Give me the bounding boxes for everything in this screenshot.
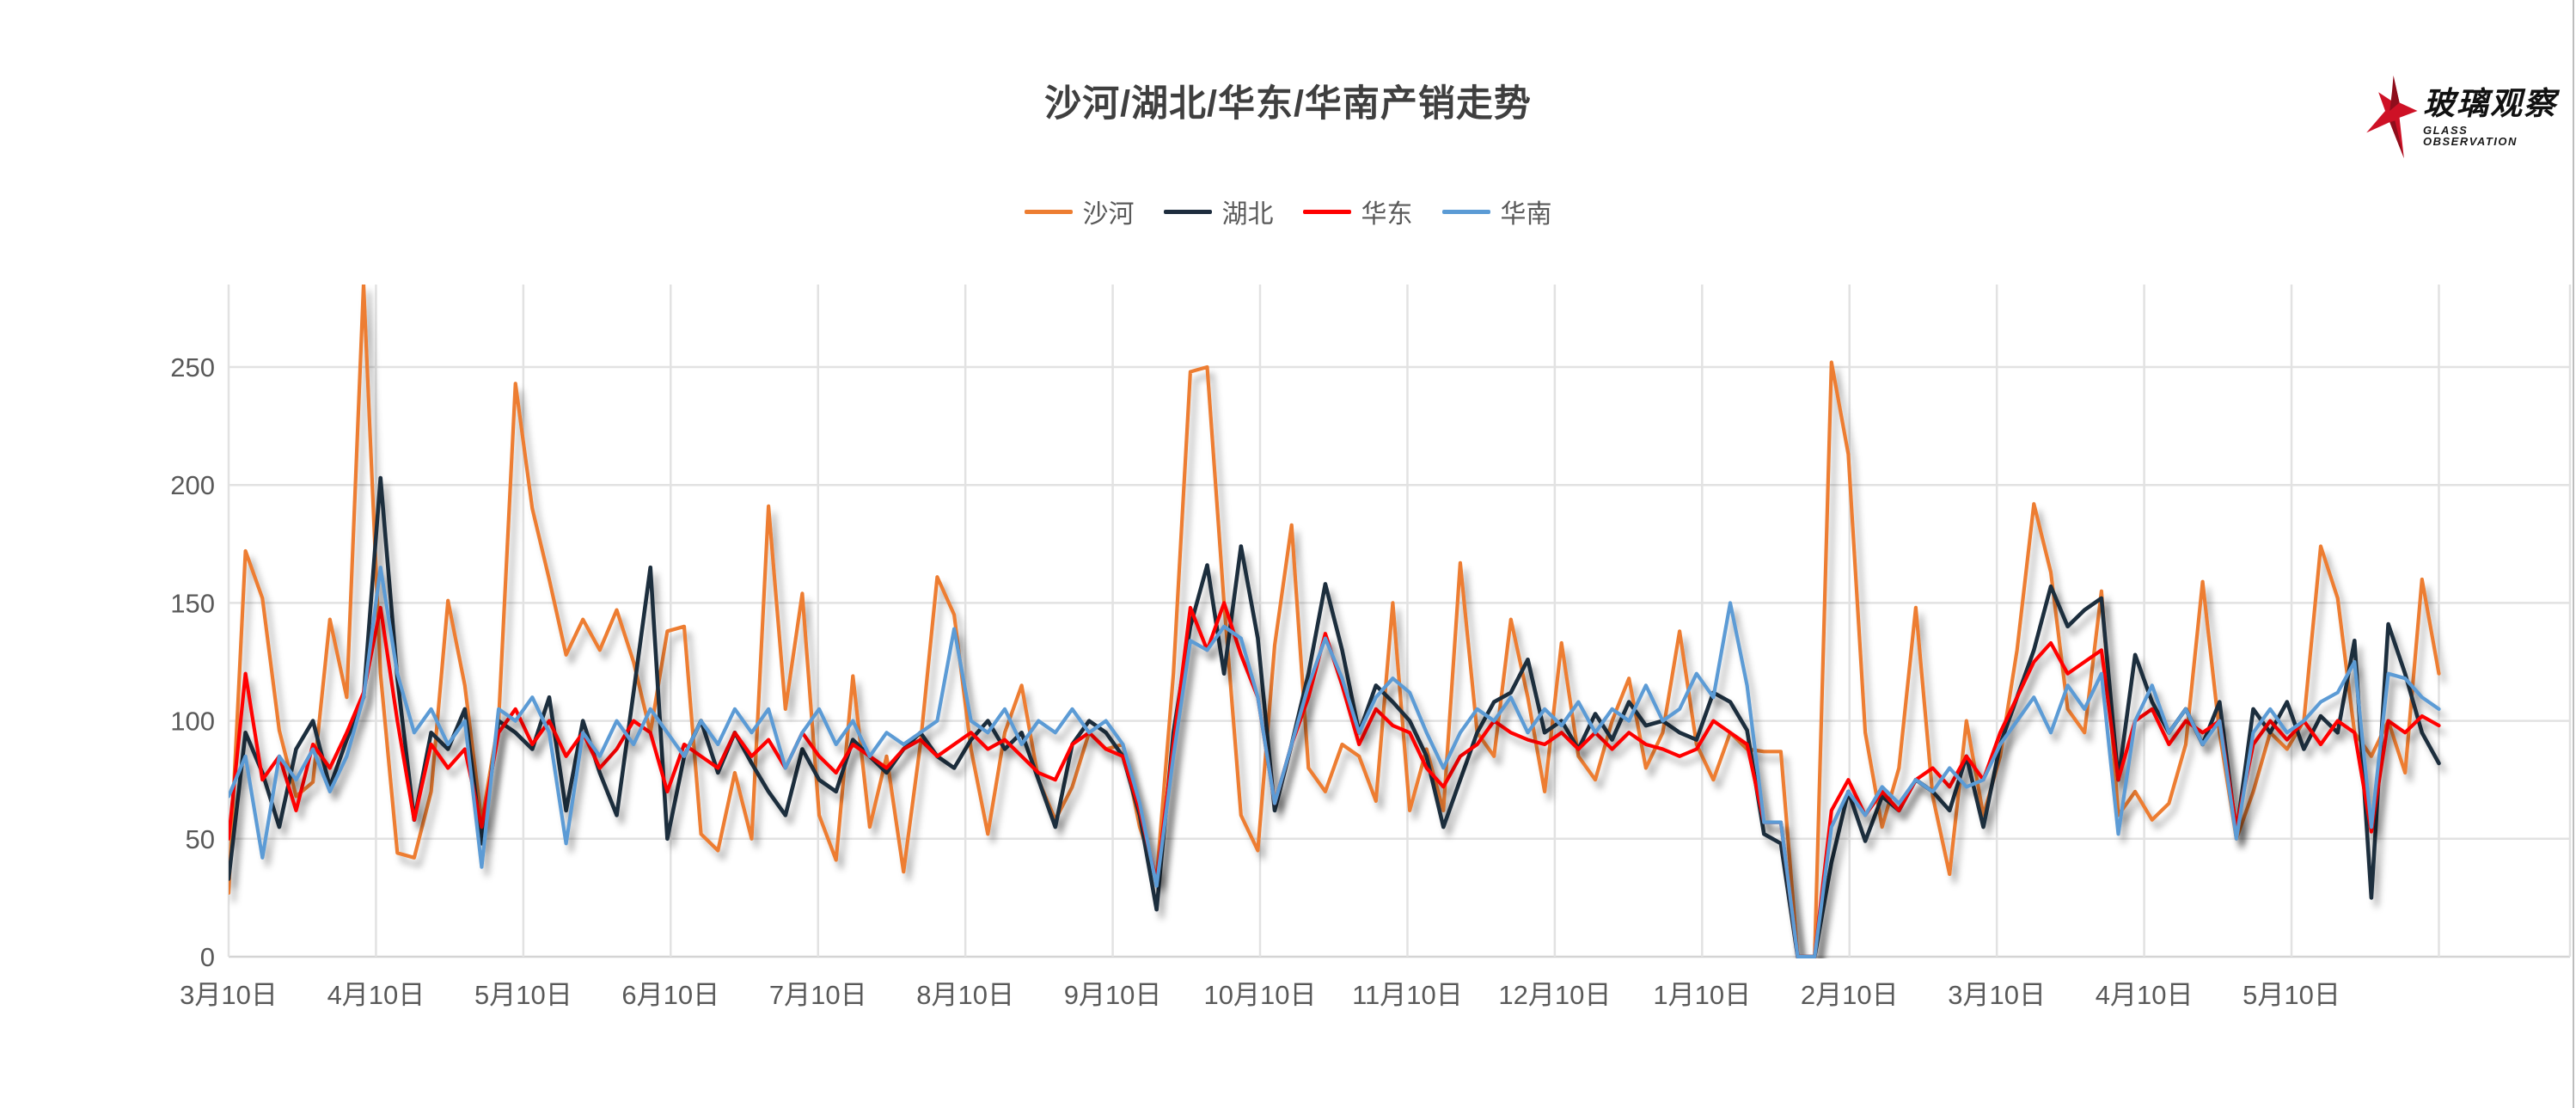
y-axis-tick-label: 0	[200, 942, 215, 972]
logo-star-icon	[2366, 76, 2418, 158]
legend-item-hubei[interactable]: 湖北	[1163, 193, 1274, 230]
legend-item-huadong[interactable]: 华东	[1302, 193, 1413, 230]
logo-text: 玻璃观察	[2423, 85, 2557, 121]
window-edge	[2573, 0, 2574, 1108]
legend-item-huanan[interactable]: 华南	[1441, 193, 1552, 230]
y-axis-tick-label: 150	[170, 588, 215, 618]
series-line-shahe[interactable]	[229, 285, 2441, 958]
legend-label-hubei: 湖北	[1221, 200, 1274, 229]
y-axis-tick-label: 100	[170, 707, 215, 737]
y-axis-tick-label: 50	[186, 824, 215, 854]
x-axis-tick-label: 5月10日	[2243, 980, 2340, 1010]
legend-label-huanan: 华南	[1500, 200, 1552, 229]
x-axis-tick-label: 5月10日	[474, 980, 572, 1010]
legend-label-huadong: 华东	[1361, 200, 1413, 229]
x-axis-tick-label: 10月10日	[1204, 980, 1317, 1010]
x-axis-tick-label: 3月10日	[180, 980, 278, 1010]
x-axis-tick-label: 11月10日	[1352, 980, 1463, 1010]
legend-swatch-huadong	[1302, 209, 1351, 214]
legend-label-shahe: 沙河	[1082, 200, 1135, 229]
x-axis-tick-label: 7月10日	[769, 980, 867, 1010]
x-axis-tick-label: 12月10日	[1498, 980, 1611, 1010]
legend-swatch-shahe	[1024, 209, 1073, 214]
legend-swatch-hubei	[1163, 209, 1212, 214]
x-axis-tick-label: 3月10日	[1948, 980, 2046, 1010]
legend-item-shahe[interactable]: 沙河	[1024, 193, 1135, 230]
legend-swatch-huanan	[1441, 209, 1490, 214]
x-axis-tick-label: 8月10日	[916, 980, 1014, 1010]
y-axis-tick-label: 250	[170, 352, 215, 383]
x-axis-tick-label: 2月10日	[1801, 980, 1899, 1010]
brand-logo: 玻璃观察 GLASS OBSERVATION	[2365, 76, 2562, 162]
x-axis-tick-label: 4月10日	[327, 980, 425, 1010]
x-axis-tick-label: 9月10日	[1064, 980, 1162, 1010]
x-axis-tick-label: 6月10日	[621, 980, 719, 1010]
x-axis-tick-label: 1月10日	[1653, 980, 1751, 1010]
chart-title: 沙河/湖北/华东/华南产销走势	[1044, 83, 1532, 125]
y-axis-tick-label: 200	[170, 470, 215, 500]
logo-subtext: GLASS OBSERVATION	[2423, 123, 2518, 148]
series-line-huanan[interactable]	[229, 566, 2441, 958]
legend: 沙河 湖北 华东 华南	[0, 193, 2576, 230]
x-axis-tick-label: 4月10日	[2096, 980, 2194, 1010]
